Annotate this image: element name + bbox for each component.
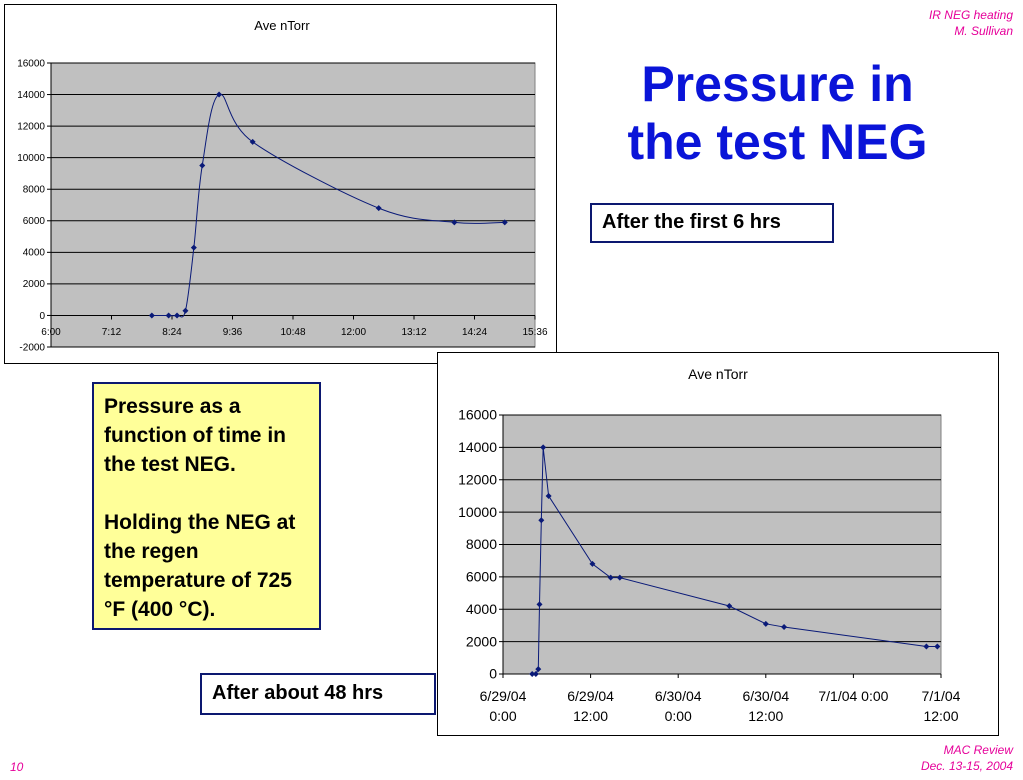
callout-first-6-hrs: After the first 6 hrs (590, 203, 834, 243)
data-point (545, 492, 552, 499)
header-line-1: IR NEG heating (928, 8, 1013, 22)
x-tick-label: 7:12 (102, 327, 122, 338)
x-tick-label: 7/1/04 0:00 (818, 688, 888, 704)
y-tick-label: 10000 (458, 504, 497, 520)
slide-title-line-2: the test NEG (627, 114, 928, 170)
footer-line-2: Dec. 13-15, 2004 (920, 759, 1013, 773)
x-tick-label: 6:00 (41, 327, 61, 338)
data-point (249, 138, 256, 145)
description-note: Pressure as a function of time in the te… (92, 382, 321, 630)
y-tick-label: 2000 (466, 633, 497, 649)
data-point (726, 603, 733, 610)
page-number: 10 (10, 760, 24, 774)
y-tick-label: 0 (489, 666, 497, 682)
chart-title: Ave nTorr (254, 18, 310, 33)
y-tick-label: 6000 (23, 216, 46, 227)
chart-48-hours-svg: Ave nTorr 0 2000 4000 6000 8000 10000 12000 1400… (458, 366, 961, 724)
footer: MAC Review Dec. 13-15, 2004 (921, 742, 1013, 774)
x-tick-label: 12:00 (923, 708, 958, 724)
footer-line-1: MAC Review (943, 743, 1013, 757)
data-point (182, 307, 189, 314)
data-point (451, 219, 458, 226)
chart-48-hours: Ave nTorr 0 2000 4000 6000 8000 10000 12000 1400… (437, 352, 999, 736)
data-point (934, 643, 941, 650)
chart-day-one-svg: Ave nTorr -2000 0 2000 4000 6000 8000 10000 1200… (17, 18, 548, 353)
y-tick-label: 8000 (23, 185, 46, 196)
callout-48-hrs: After about 48 hrs (200, 673, 436, 715)
y-tick-label: 12000 (458, 471, 497, 487)
x-tick-label: 0:00 (489, 708, 516, 724)
x-tick-label: 14:24 (462, 327, 487, 338)
data-point (607, 574, 614, 581)
y-tick-label: 10000 (17, 153, 45, 164)
data-point (529, 671, 536, 677)
data-point (148, 312, 155, 319)
data-point (501, 219, 508, 226)
data-point (190, 244, 197, 251)
y-tick-label: 0 (39, 311, 45, 322)
data-point (375, 205, 382, 212)
x-tick-label: 9:36 (223, 327, 243, 338)
header: IR NEG heating M. Sullivan (929, 7, 1013, 39)
slide-title: Pressure in the test NEG (600, 55, 955, 171)
data-point (532, 671, 539, 677)
x-tick-label: 12:00 (748, 708, 783, 724)
x-tick-label: 13:12 (401, 327, 426, 338)
data-point (536, 601, 543, 608)
data-point (216, 91, 223, 98)
data-point (762, 620, 769, 627)
y-tick-label: 16000 (458, 407, 497, 423)
y-tick-label: 4000 (466, 601, 497, 617)
y-tick-label: 16000 (17, 58, 45, 69)
data-point (923, 643, 930, 650)
x-tick-label: 10:48 (280, 327, 305, 338)
x-tick-label: 8:24 (162, 327, 182, 338)
x-tick-label: 6/29/04 (480, 688, 527, 704)
x-tick-label: 6/30/04 (655, 688, 702, 704)
data-point (538, 517, 545, 524)
data-point (174, 312, 181, 319)
data-point (165, 312, 172, 319)
y-tick-label: 4000 (23, 248, 46, 259)
y-tick-label: 2000 (23, 279, 46, 290)
chart-day-one: Ave nTorr -2000 0 2000 4000 6000 8000 10000 1200… (4, 4, 557, 364)
y-tick-label: 14000 (458, 439, 497, 455)
x-tick-label: 6/29/04 (567, 688, 614, 704)
x-tick-label: 7/1/04 (922, 688, 961, 704)
x-tick-label: 0:00 (665, 708, 692, 724)
slide-title-line-1: Pressure in (641, 56, 914, 112)
data-point (535, 666, 542, 673)
data-point (199, 162, 206, 169)
data-point (616, 574, 623, 581)
y-tick-label: 6000 (466, 569, 497, 585)
description-paragraph-2: Holding the NEG at the regen temperature… (104, 511, 296, 621)
x-tick-label: 15:36 (522, 327, 547, 338)
x-tick-label: 12:00 (573, 708, 608, 724)
chart-title: Ave nTorr (688, 366, 748, 382)
y-tick-label: 14000 (17, 90, 45, 101)
x-tick-label: 6/30/04 (742, 688, 789, 704)
data-point (781, 624, 788, 631)
header-line-2: M. Sullivan (954, 24, 1013, 38)
y-tick-label: 8000 (466, 536, 497, 552)
plot-area (50, 62, 536, 348)
y-tick-label: 12000 (17, 121, 45, 132)
x-tick-label: 12:00 (341, 327, 366, 338)
data-point (540, 444, 547, 451)
data-point (589, 560, 596, 567)
y-tick-label: -2000 (19, 342, 45, 353)
description-paragraph-1: Pressure as a function of time in the te… (104, 395, 286, 476)
